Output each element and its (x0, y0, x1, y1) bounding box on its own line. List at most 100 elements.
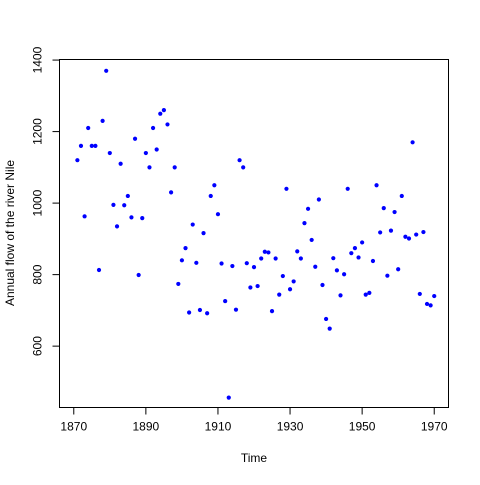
data-points (75, 68, 437, 400)
data-point (424, 301, 430, 307)
x-axis: 1870 1890 1910 1930 1950 1970 (60, 407, 448, 434)
data-point (313, 264, 318, 269)
data-point (342, 272, 347, 277)
data-point (158, 111, 163, 116)
data-point (327, 326, 332, 331)
data-point (190, 222, 195, 227)
plot-frame (59, 59, 449, 408)
data-point (331, 256, 336, 261)
data-point (179, 258, 185, 263)
data-point (349, 251, 354, 256)
y-tick-label: 600 (31, 336, 45, 356)
y-axis: 600 800 1000 1200 1400 (31, 46, 60, 356)
data-point (86, 125, 91, 131)
y-tick-label: 800 (31, 264, 45, 284)
data-point (396, 267, 401, 272)
data-point (140, 216, 145, 221)
data-point (338, 293, 343, 298)
data-point (432, 293, 437, 299)
data-point (378, 230, 383, 235)
data-point (75, 158, 80, 163)
data-point (356, 255, 361, 260)
data-point (132, 136, 138, 141)
data-point (237, 158, 242, 163)
data-point (266, 250, 271, 255)
data-point (259, 256, 264, 261)
data-point (370, 258, 376, 264)
data-point (197, 307, 203, 313)
data-point (403, 234, 408, 239)
data-point (302, 221, 307, 226)
data-point (251, 265, 257, 270)
data-point (122, 203, 127, 208)
data-point (89, 143, 94, 148)
x-tick-label: 1890 (133, 420, 160, 434)
data-point (208, 193, 213, 199)
data-point (187, 310, 192, 315)
data-point (154, 147, 159, 152)
data-point (284, 186, 289, 191)
data-point (334, 268, 340, 273)
data-point (392, 209, 397, 215)
data-point (100, 118, 105, 123)
data-point (230, 263, 235, 269)
y-tick-label: 1000 (31, 189, 45, 216)
data-point (233, 307, 239, 312)
x-tick-label: 1870 (60, 420, 87, 434)
x-tick-label: 1970 (421, 420, 448, 434)
data-point (111, 202, 116, 207)
data-point (104, 68, 109, 73)
data-point (150, 125, 156, 131)
data-point (107, 150, 112, 156)
x-tick-label: 1950 (349, 420, 376, 434)
data-point (298, 256, 303, 261)
data-point (381, 206, 386, 211)
data-point (161, 108, 166, 113)
data-point (269, 308, 275, 314)
data-point (219, 261, 224, 266)
data-point (248, 285, 253, 290)
data-point (168, 190, 174, 195)
data-point (320, 282, 325, 288)
x-tick-label: 1930 (277, 420, 304, 434)
data-point (385, 273, 390, 278)
data-point (262, 249, 267, 254)
data-point (176, 281, 181, 287)
x-axis-label: Time (241, 451, 268, 465)
data-point (309, 237, 314, 243)
data-point (82, 214, 87, 219)
data-point (316, 197, 321, 202)
data-point (223, 298, 228, 304)
data-point (277, 292, 282, 297)
data-point (215, 212, 221, 217)
data-point (273, 256, 278, 261)
data-point (255, 283, 260, 289)
data-point (96, 267, 102, 273)
data-point (360, 240, 365, 245)
data-point (118, 161, 123, 166)
data-point (136, 272, 141, 278)
data-point (352, 246, 358, 251)
data-point (410, 140, 415, 145)
data-point (363, 292, 368, 297)
y-tick-label: 1200 (31, 118, 45, 145)
data-point (125, 193, 130, 199)
data-point (295, 249, 300, 254)
data-point (287, 287, 293, 292)
y-axis-label: Annual flow of the river Nile (3, 160, 17, 306)
data-point (421, 229, 426, 235)
data-point (183, 246, 188, 251)
data-point (147, 165, 152, 170)
y-tick-label: 1400 (31, 46, 45, 73)
data-point (399, 193, 404, 199)
data-point (93, 143, 98, 148)
data-point (212, 183, 217, 188)
data-point (244, 261, 249, 266)
data-point (165, 122, 170, 127)
data-point (129, 215, 134, 220)
data-point (226, 395, 231, 400)
data-point (205, 311, 210, 316)
data-point (114, 224, 120, 229)
data-point (414, 232, 419, 237)
